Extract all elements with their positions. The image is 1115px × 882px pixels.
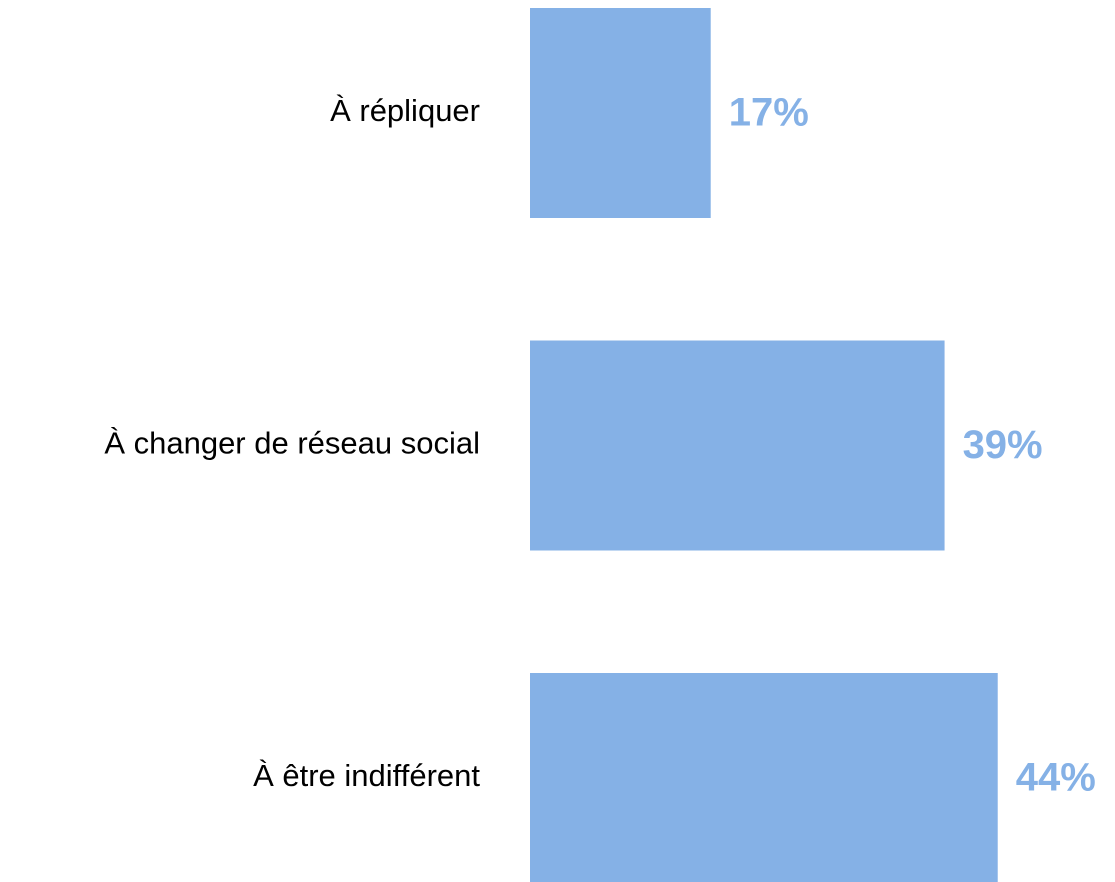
category-label: À répliquer: [330, 93, 480, 128]
value-label: 17%: [729, 91, 809, 135]
bar: [530, 8, 711, 218]
value-label: 44%: [1016, 756, 1096, 800]
value-label: 39%: [963, 423, 1043, 467]
category-label: À changer de réseau social: [104, 426, 480, 461]
category-label: À être indifférent: [253, 758, 480, 793]
bar: [530, 673, 998, 882]
bar: [530, 340, 945, 551]
